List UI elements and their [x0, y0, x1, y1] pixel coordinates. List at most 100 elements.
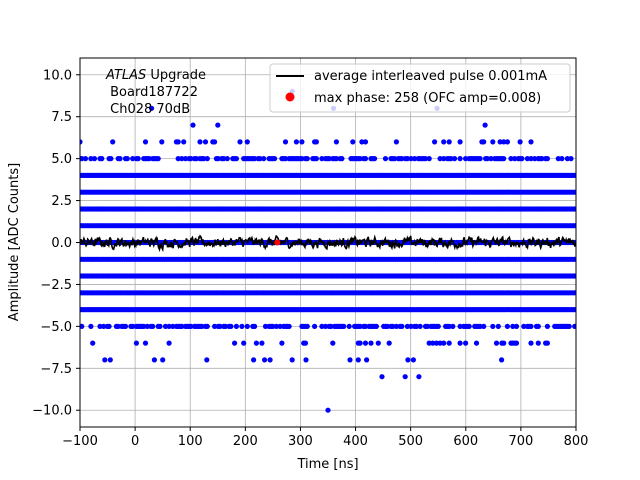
x-tick-label: 800	[564, 434, 589, 449]
sample-point	[157, 323, 163, 329]
sample-point	[572, 172, 576, 178]
sample-point	[559, 156, 565, 162]
sample-point	[528, 139, 534, 145]
sample-point	[426, 340, 432, 346]
sample-point	[564, 156, 571, 162]
sample-point	[424, 323, 430, 329]
sample-point	[386, 340, 392, 346]
sample-point	[270, 323, 276, 329]
sample-point	[437, 340, 443, 346]
legend-entry-average-pulse: average interleaved pulse 0.001mA	[314, 69, 547, 84]
sample-point	[333, 156, 339, 162]
sample-point	[267, 357, 273, 363]
sample-point	[393, 323, 399, 329]
annotation-line-2: Board187722	[106, 85, 198, 100]
sample-point	[372, 156, 378, 162]
sample-point	[402, 374, 408, 380]
sample-point	[146, 156, 152, 162]
sample-point	[457, 340, 463, 346]
sample-point	[91, 156, 98, 162]
sample-point	[130, 156, 136, 162]
sample-point	[282, 156, 289, 162]
sample-point	[142, 139, 149, 145]
sample-point	[572, 290, 576, 296]
sample-point	[477, 156, 483, 162]
sample-point	[463, 340, 469, 346]
sample-point	[106, 323, 112, 329]
sample-point	[252, 323, 258, 329]
sample-point	[188, 323, 194, 329]
sample-point	[99, 156, 105, 162]
sample-point	[273, 323, 279, 329]
annotation-line-3: Ch028 70dB	[106, 102, 190, 117]
sample-point	[544, 323, 551, 329]
sample-point	[450, 323, 456, 329]
legend: average interleaved pulse 0.001mA max ph…	[269, 63, 571, 113]
sample-point	[232, 340, 238, 346]
sample-point	[204, 323, 210, 329]
sample-point	[201, 156, 207, 162]
sample-point	[493, 340, 500, 346]
sample-point	[303, 357, 309, 363]
sample-point	[262, 357, 268, 363]
sample-point	[528, 323, 534, 329]
sample-point	[390, 323, 396, 329]
sample-point	[333, 139, 339, 145]
sample-point	[222, 323, 229, 329]
sample-point	[373, 323, 379, 329]
sample-point	[539, 156, 545, 162]
sample-point	[233, 323, 239, 329]
sample-point	[555, 156, 561, 162]
sample-point	[289, 357, 295, 363]
sample-point	[362, 156, 369, 162]
sample-point	[452, 156, 458, 162]
sample-point	[90, 340, 96, 346]
sample-point	[441, 340, 447, 346]
x-tick-label: 100	[178, 434, 203, 449]
sample-point	[244, 323, 250, 329]
sample-point	[199, 323, 205, 329]
sample-point	[233, 156, 239, 162]
sample-point	[528, 340, 534, 346]
sample-point	[572, 206, 576, 212]
x-tick-label: 400	[343, 434, 368, 449]
sample-point	[572, 307, 576, 313]
sample-point	[277, 323, 283, 329]
sample-point	[417, 323, 423, 329]
sample-point	[166, 340, 172, 346]
sample-point	[299, 156, 305, 162]
sample-point	[341, 323, 347, 329]
sample-point	[521, 323, 527, 329]
x-tick-label: 200	[233, 434, 258, 449]
sample-point	[457, 139, 463, 145]
sample-point	[212, 323, 218, 329]
sample-point	[326, 156, 332, 162]
sample-point	[272, 156, 278, 162]
sample-point	[501, 340, 507, 346]
sample-point	[446, 323, 452, 329]
sample-point	[293, 139, 299, 145]
sample-point	[572, 256, 576, 262]
y-axis-label: Amplitude [ADC Counts]	[7, 163, 22, 321]
average-pulse-line	[80, 234, 576, 253]
sample-point	[313, 139, 319, 145]
sample-point	[313, 156, 319, 162]
sample-point	[501, 156, 507, 162]
sample-point	[568, 156, 574, 162]
sample-point	[393, 139, 399, 145]
sample-point	[566, 323, 572, 329]
sample-point	[504, 323, 510, 329]
sample-point	[413, 323, 420, 329]
y-tick-label: 2.5	[51, 194, 72, 209]
sample-point	[416, 374, 422, 380]
max-phase-marker	[274, 239, 281, 246]
sample-point	[504, 139, 510, 145]
sample-point	[524, 156, 531, 162]
sample-point	[347, 357, 353, 363]
sample-point	[446, 139, 452, 145]
average-pulse-path	[80, 234, 576, 253]
sample-point	[405, 357, 411, 363]
sample-point	[362, 323, 369, 329]
sample-point	[497, 139, 503, 145]
